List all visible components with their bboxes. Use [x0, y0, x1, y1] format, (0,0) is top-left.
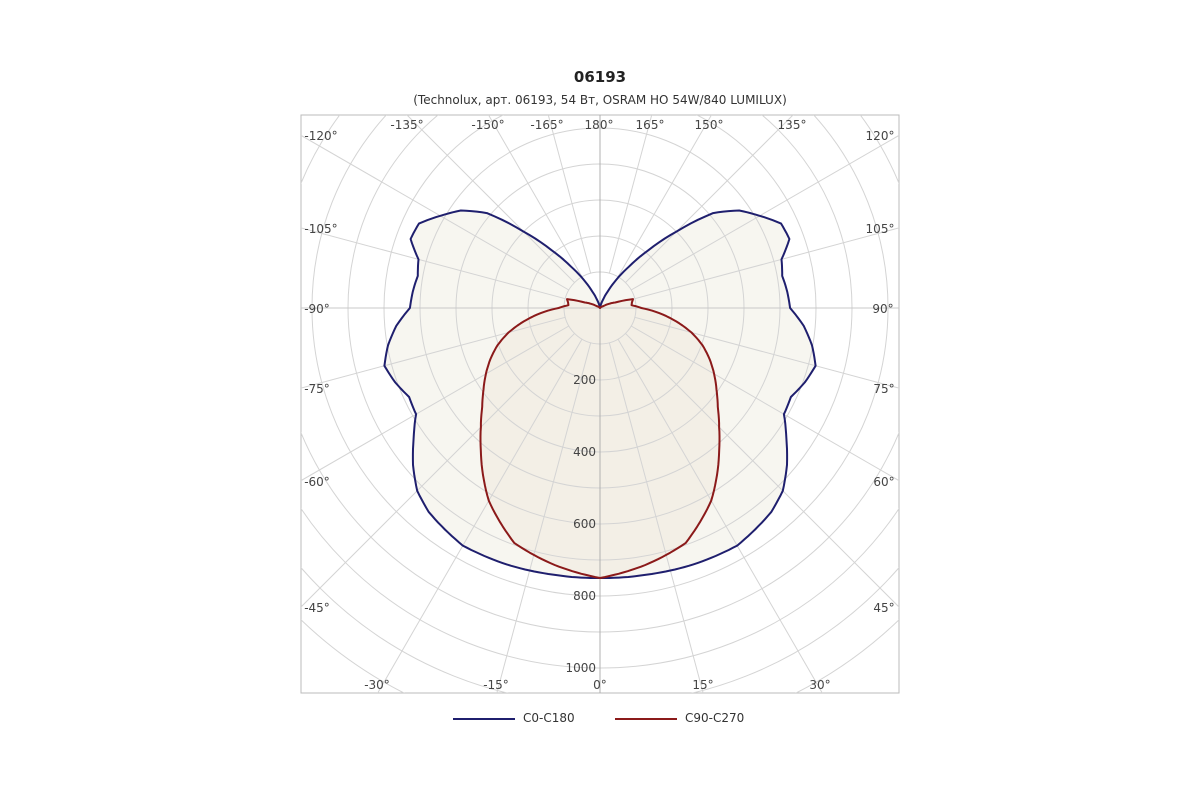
- angle-label-right-7: 60°: [873, 475, 894, 489]
- angle-label-right-3: 120°: [866, 129, 895, 143]
- grid-spoke-195: [547, 115, 592, 274]
- grid-spoke-225: [406, 115, 575, 283]
- angle-label-right-2: 135°: [778, 118, 807, 132]
- angle-label-left-4: 180°: [585, 118, 614, 132]
- series-line-c90-c270: [479, 298, 721, 579]
- angle-label-left-7: -75°: [304, 382, 330, 396]
- grid-spoke-315: [301, 333, 575, 608]
- grid-spoke-165: [608, 115, 653, 274]
- angle-label-left-12: 0°: [593, 678, 607, 692]
- angle-label-right-1: 150°: [695, 118, 724, 132]
- radial-tick-label-800: 800: [573, 589, 596, 603]
- radial-tick-label-200: 200: [573, 373, 596, 387]
- angle-label-left-10: -30°: [364, 678, 390, 692]
- legend: C0-C180 C90-C270: [0, 710, 1200, 730]
- angle-label-right-6: 75°: [873, 382, 894, 396]
- legend-label-c0-c180: C0-C180: [523, 711, 575, 725]
- angle-label-right-4: 105°: [866, 222, 895, 236]
- angle-label-left-9: -45°: [304, 601, 330, 615]
- grid-spoke-15: [608, 342, 704, 693]
- angle-label-right-8: 45°: [873, 601, 894, 615]
- chart-subtitle: (Technolux, арт. 06193, 54 Вт, OSRAM HO …: [413, 93, 787, 107]
- grid-spoke-30: [617, 338, 823, 693]
- legend-label-c90-c270: C90-C270: [685, 711, 745, 725]
- angle-label-left-3: -165°: [530, 118, 563, 132]
- radial-tick-label-400: 400: [573, 445, 596, 459]
- grid-spoke-45: [625, 333, 899, 608]
- angle-label-right-5: 90°: [872, 302, 893, 316]
- grid-spoke-60: [630, 325, 899, 482]
- chart-title: 06193: [573, 68, 627, 86]
- angle-label-left-5: -105°: [304, 222, 337, 236]
- angle-label-left-6: -90°: [304, 302, 330, 316]
- angle-label-left-1: -135°: [390, 118, 423, 132]
- grid-spoke-330: [377, 338, 583, 693]
- radial-tick-label-600: 600: [573, 517, 596, 531]
- grid-spoke-300: [301, 325, 570, 482]
- legend-swatch-c0-c180: [453, 718, 515, 720]
- angle-label-left-8: -60°: [304, 475, 330, 489]
- grid-spoke-210: [487, 115, 583, 278]
- grid-spoke-240: [301, 134, 570, 291]
- grid-spoke-75: [634, 316, 899, 389]
- grid-spoke-105: [634, 227, 899, 300]
- grid-spoke-150: [617, 115, 713, 278]
- angle-label-right-10: 15°: [692, 678, 713, 692]
- angle-label-left-0: -120°: [304, 129, 337, 143]
- angle-label-right-9: 30°: [809, 678, 830, 692]
- angle-label-left-2: -150°: [471, 118, 504, 132]
- angle-label-right-0: 165°: [636, 118, 665, 132]
- grid-spoke-255: [301, 227, 566, 300]
- grid-spoke-285: [301, 316, 566, 389]
- legend-swatch-c90-c270: [615, 718, 677, 720]
- radial-tick-label-1000: 1000: [565, 661, 596, 675]
- angle-label-left-11: -15°: [483, 678, 509, 692]
- grid-spoke-120: [630, 134, 899, 291]
- grid-spoke-345: [496, 342, 592, 693]
- grid-spoke-135: [625, 115, 794, 283]
